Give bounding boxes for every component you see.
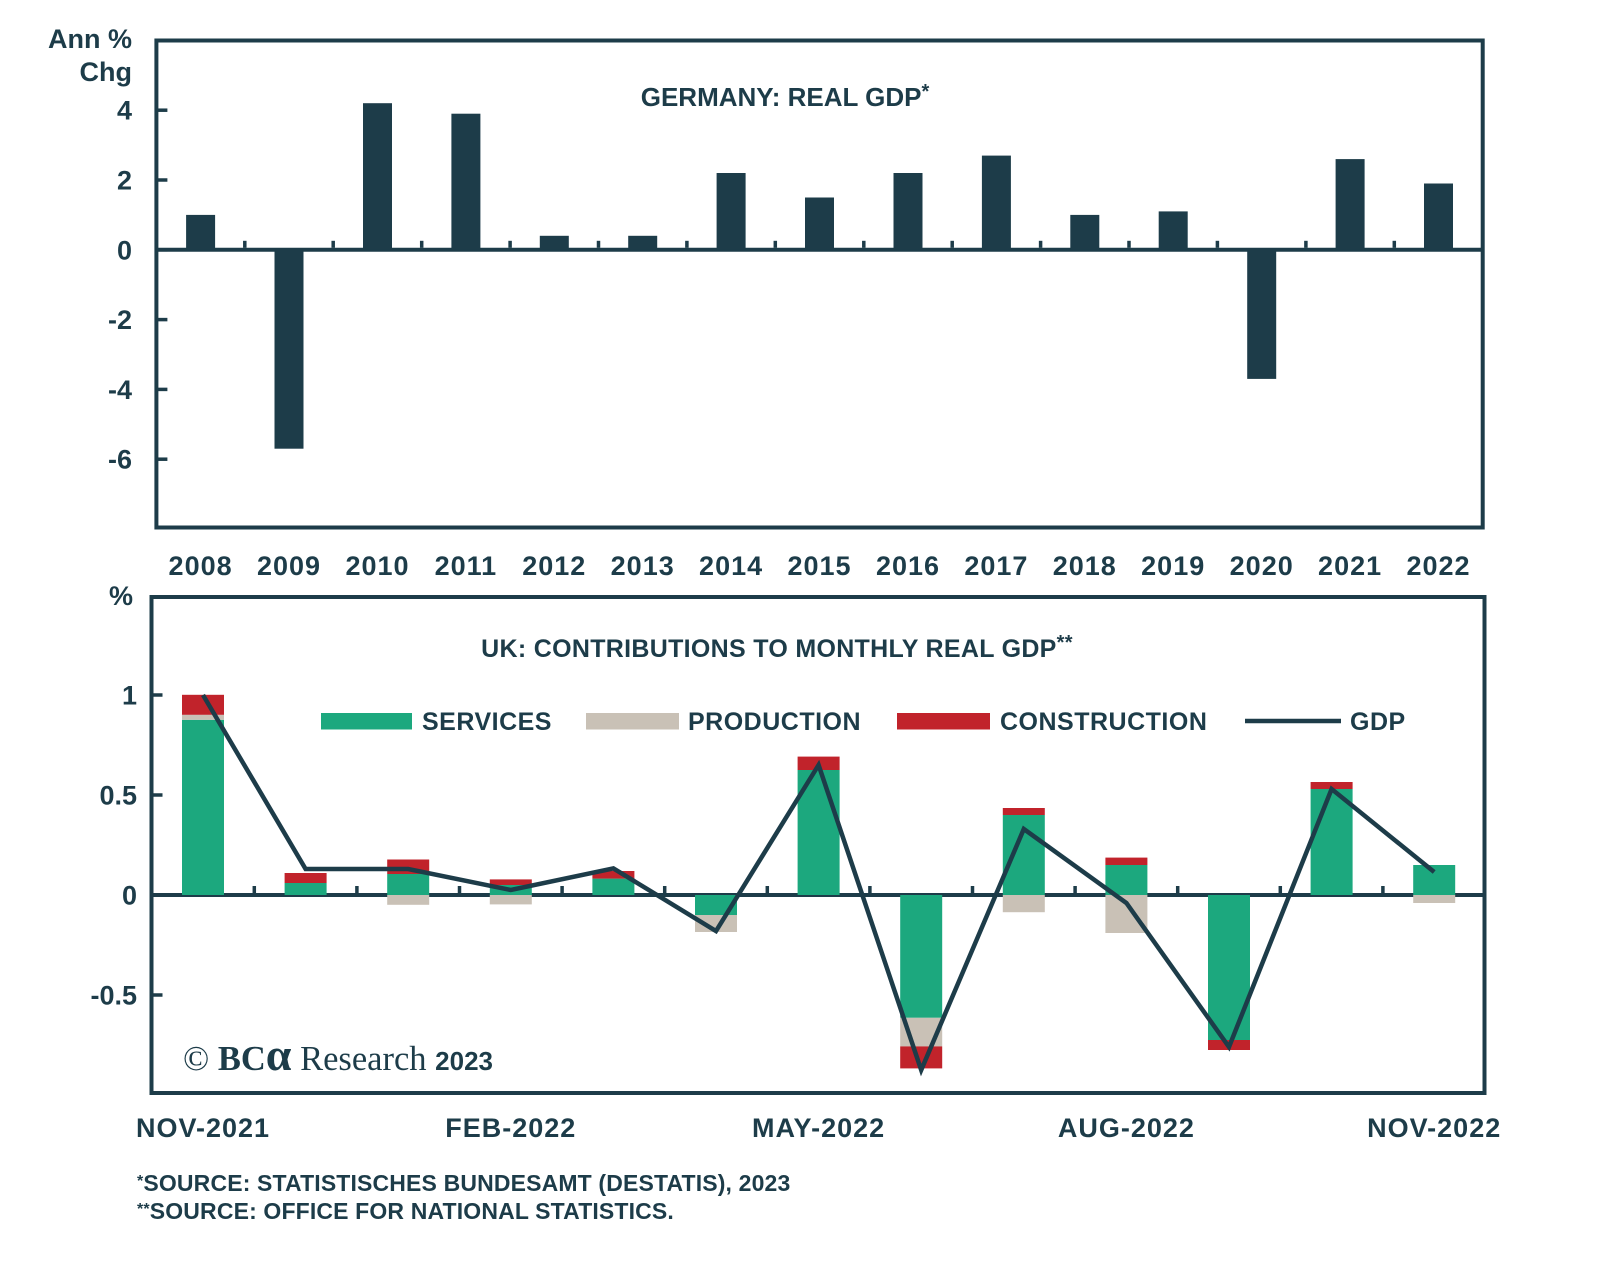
svg-text:-4: -4 <box>108 375 132 405</box>
svg-text:2020: 2020 <box>1230 551 1294 581</box>
svg-text:© BCα Research 2023: © BCα Research 2023 <box>183 1029 493 1080</box>
svg-text:GERMANY: REAL GDP*: GERMANY: REAL GDP* <box>641 81 930 112</box>
svg-text:2010: 2010 <box>345 551 409 581</box>
svg-text:Chg: Chg <box>80 57 132 87</box>
svg-text:-6: -6 <box>108 445 132 475</box>
svg-text:NOV-2021: NOV-2021 <box>136 1113 270 1143</box>
svg-text:2009: 2009 <box>257 551 321 581</box>
svg-text:2014: 2014 <box>699 551 763 581</box>
svg-text:UK: CONTRIBUTIONS TO MONTHLY R: UK: CONTRIBUTIONS TO MONTHLY REAL GDP** <box>481 632 1073 663</box>
svg-text:NOV-2022: NOV-2022 <box>1367 1113 1501 1143</box>
svg-text:2011: 2011 <box>435 551 498 581</box>
svg-text:Ann %: Ann % <box>48 24 132 54</box>
svg-text:2015: 2015 <box>787 551 851 581</box>
svg-text:2008: 2008 <box>169 551 233 581</box>
svg-text:**SOURCE: OFFICE FOR NATIONAL: **SOURCE: OFFICE FOR NATIONAL STATISTICS… <box>137 1198 674 1224</box>
svg-text:0.5: 0.5 <box>99 781 137 811</box>
svg-text:2016: 2016 <box>876 551 940 581</box>
svg-text:0: 0 <box>117 235 132 265</box>
svg-text:4: 4 <box>117 96 132 126</box>
svg-text:1: 1 <box>122 681 137 711</box>
svg-text:2: 2 <box>117 166 132 196</box>
svg-text:-2: -2 <box>108 305 132 335</box>
svg-text:2018: 2018 <box>1053 551 1117 581</box>
svg-text:2019: 2019 <box>1141 551 1205 581</box>
svg-text:PRODUCTION: PRODUCTION <box>688 708 861 736</box>
svg-text:MAY-2022: MAY-2022 <box>752 1113 885 1143</box>
svg-text:-0.5: -0.5 <box>90 981 137 1011</box>
svg-text:%: % <box>109 581 133 611</box>
svg-text:*SOURCE: STATISTISCHES BUNDESA: *SOURCE: STATISTISCHES BUNDESAMT (DESTAT… <box>137 1170 790 1196</box>
svg-text:2022: 2022 <box>1406 551 1470 581</box>
svg-text:2013: 2013 <box>611 551 675 581</box>
svg-text:2012: 2012 <box>522 551 586 581</box>
svg-text:GDP: GDP <box>1350 708 1406 736</box>
svg-text:0: 0 <box>122 881 137 911</box>
svg-text:2017: 2017 <box>964 551 1028 581</box>
svg-text:AUG-2022: AUG-2022 <box>1058 1113 1195 1143</box>
svg-text:SERVICES: SERVICES <box>422 708 552 736</box>
svg-text:CONSTRUCTION: CONSTRUCTION <box>1000 708 1207 736</box>
svg-text:2021: 2021 <box>1318 551 1382 581</box>
svg-text:FEB-2022: FEB-2022 <box>445 1113 576 1143</box>
